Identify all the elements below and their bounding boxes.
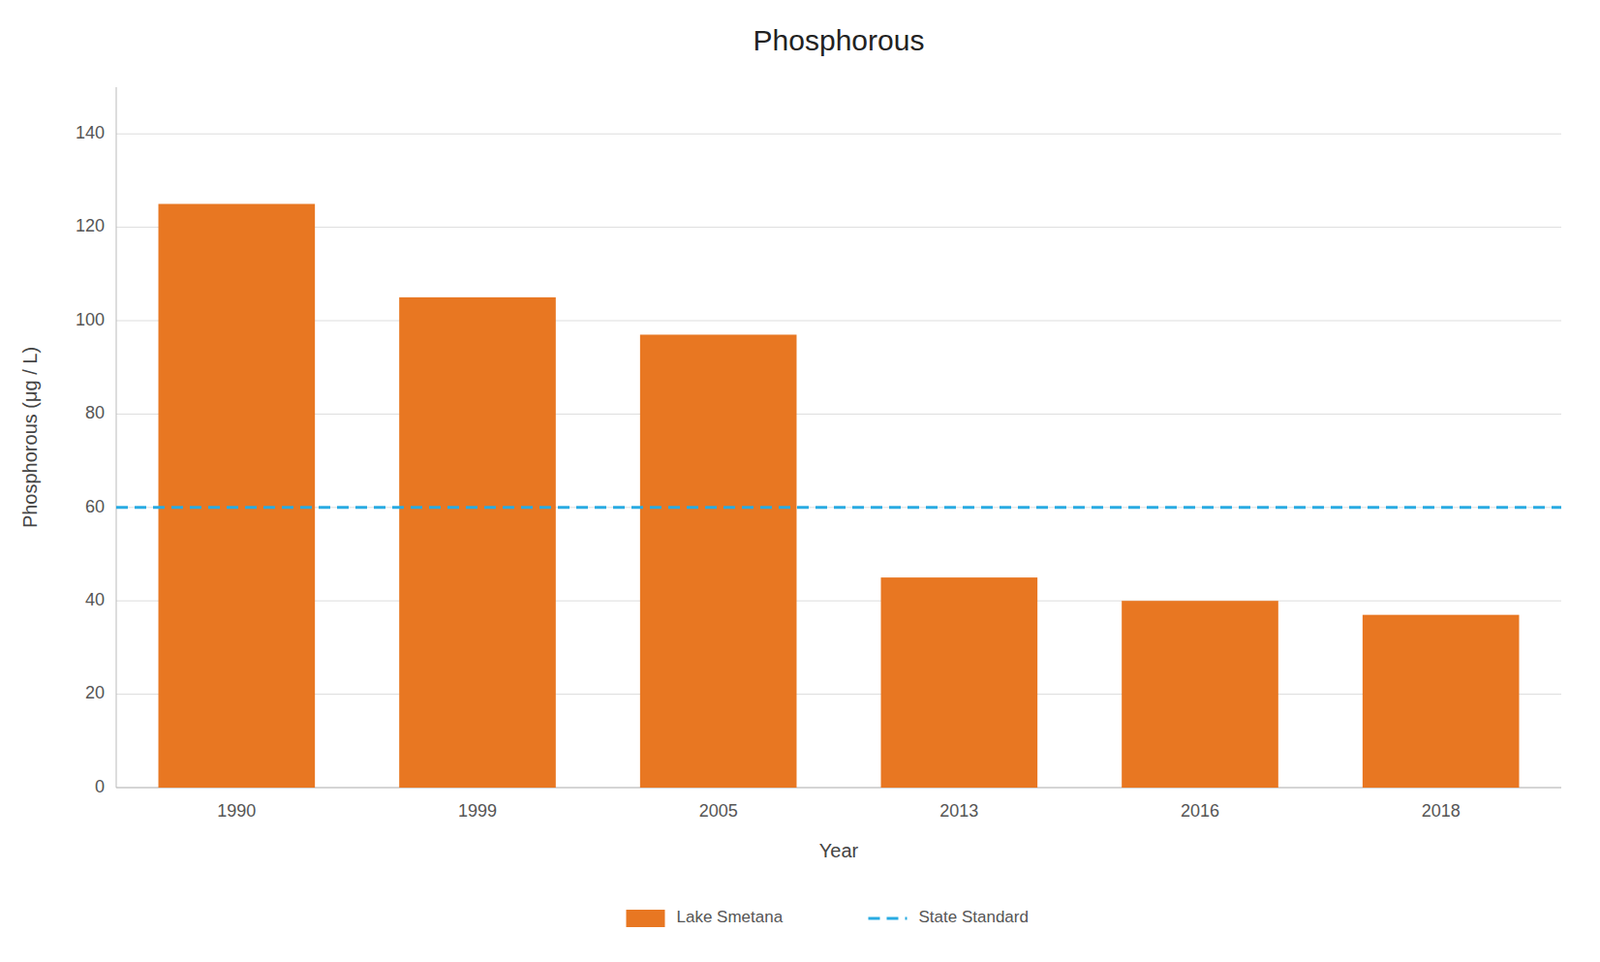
grid [116,133,1562,788]
y-axis-line [116,87,118,788]
legend-swatch [626,909,666,927]
marks [116,204,1562,789]
grid-line [116,600,1562,602]
reference-line [116,505,1562,509]
x-tick-label: 2013 [939,800,979,821]
y-tick-label: 120 [75,215,105,236]
grid-line [116,320,1562,322]
title: Phosphorous [753,24,925,57]
grid-line [116,413,1562,415]
bar [399,297,556,788]
x-tick-label: 2005 [699,800,739,821]
legend: Lake Smetana State Standard [626,907,1029,927]
bar [1362,615,1520,788]
grid-line [116,787,1562,789]
x-tick-label: 2018 [1421,800,1461,821]
x-tick-label: 1990 [216,800,256,821]
chart: 0 20 40 60 80 100 120 140 1990 1999 2005 2013 2016 20… [0,0,1600,962]
bar [1121,600,1279,788]
y-tick-label: 0 [94,776,105,797]
legend-label: Lake Smetana [676,907,784,926]
x-tick-label: 1999 [458,800,497,821]
grid-line [116,693,1562,695]
bar [640,334,798,788]
x-tick-label: 2016 [1180,800,1220,821]
grid-line [116,133,1562,135]
y-tick-label: 60 [85,496,105,517]
y-tick-label: 80 [85,402,105,423]
x-axis-label: Year [819,839,860,862]
y-tick-label: 40 [85,589,105,610]
x-axis-line [116,787,1562,789]
bar [881,577,1039,788]
y-tick-label: 20 [85,682,105,703]
grid-line [116,506,1562,508]
y-axis-label: Phosphorous (μg / L) [19,346,41,528]
legend-label: State Standard [919,907,1029,926]
y-tick-label: 100 [75,309,105,330]
legend-swatch [868,917,908,921]
y-tick-label: 140 [75,123,105,143]
grid-line [116,226,1562,228]
bar [158,204,316,789]
